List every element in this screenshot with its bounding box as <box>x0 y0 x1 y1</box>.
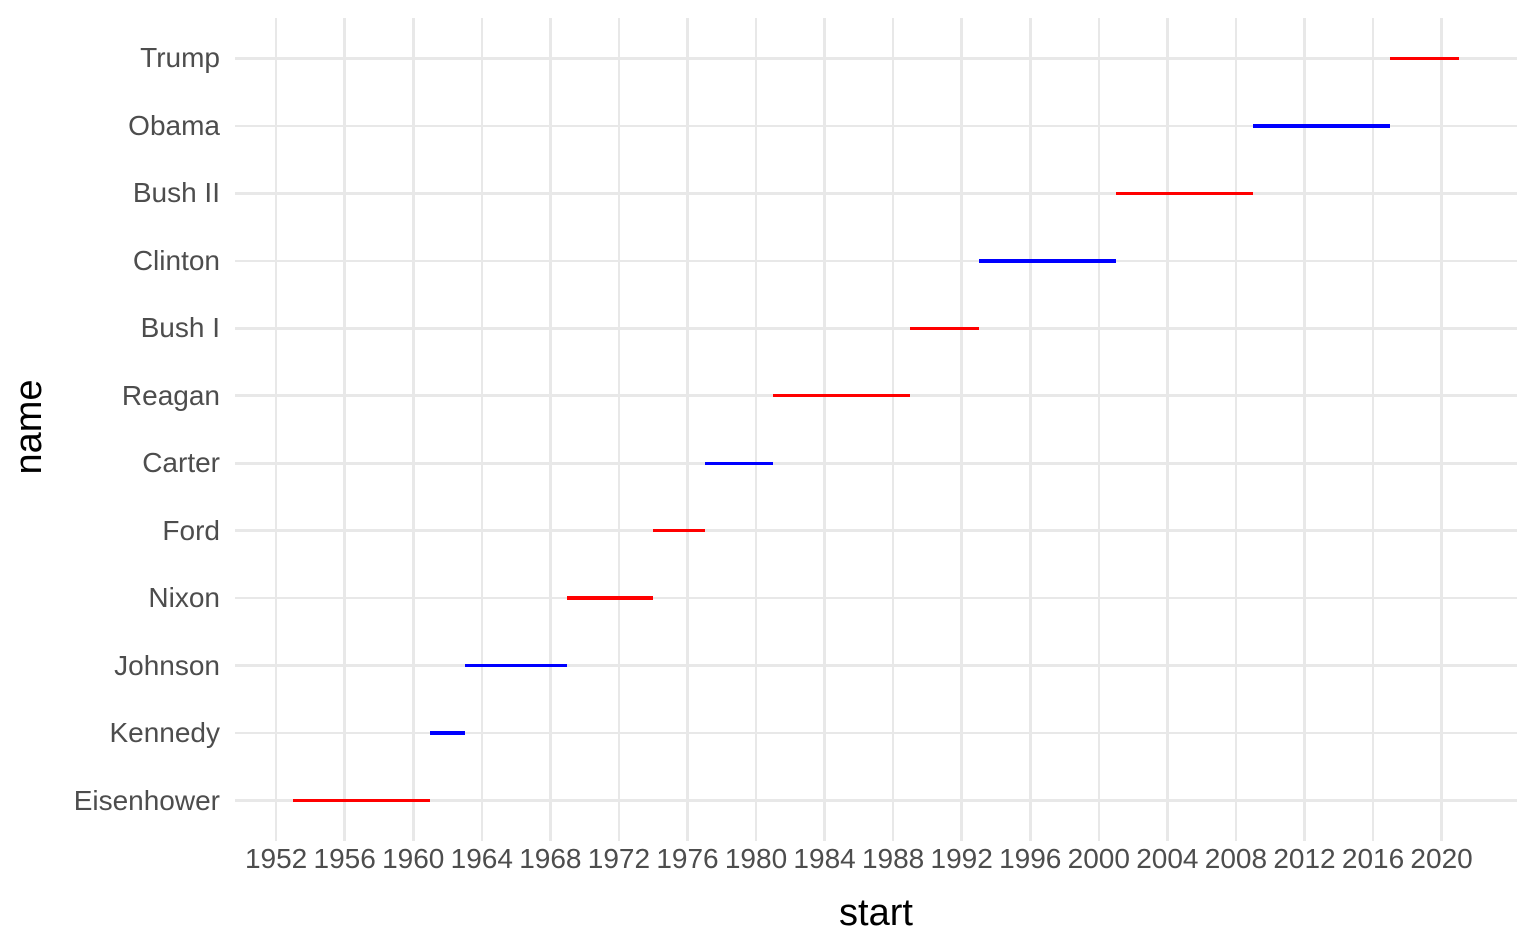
x-gridline-2004 <box>1166 18 1169 841</box>
term-segment-ford <box>653 528 705 533</box>
y-category-label-bush-i: Bush I <box>140 312 220 344</box>
y-category-label-ford: Ford <box>162 514 220 546</box>
y-category-label-reagan: Reagan <box>121 379 220 411</box>
x-tick-label-2012: 2012 <box>1273 843 1336 874</box>
x-gridline-2016 <box>1371 18 1375 841</box>
y-gridline-carter <box>235 461 1517 465</box>
x-tick-label-2004: 2004 <box>1136 843 1199 874</box>
x-tick-label-1976: 1976 <box>656 843 719 874</box>
x-tick-label-1984: 1984 <box>793 843 856 874</box>
y-gridline-nixon <box>235 596 1517 600</box>
x-gridline-2020 <box>1440 18 1443 841</box>
x-gridline-1956 <box>343 18 346 841</box>
y-category-label-nixon: Nixon <box>148 582 220 614</box>
y-gridline-obama <box>235 124 1517 128</box>
term-segment-reagan <box>773 394 911 398</box>
x-tick-label-2020: 2020 <box>1410 843 1473 874</box>
y-axis-title: name <box>8 379 50 475</box>
x-gridline-1996 <box>1028 18 1032 841</box>
x-gridline-2000 <box>1097 18 1101 841</box>
x-gridline-1984 <box>823 18 826 841</box>
x-tick-label-1968: 1968 <box>519 843 582 874</box>
term-segment-obama <box>1253 124 1391 128</box>
y-category-label-kennedy: Kennedy <box>109 717 220 749</box>
x-tick-label-1996: 1996 <box>999 843 1062 874</box>
term-segment-kennedy <box>430 731 465 735</box>
x-gridline-1960 <box>411 18 415 841</box>
y-gridline-johnson <box>235 664 1517 667</box>
y-gridline-ford <box>235 529 1517 532</box>
term-segment-bush-ii <box>1115 191 1254 196</box>
x-gridline-1976 <box>686 18 689 841</box>
y-category-label-bush-ii: Bush II <box>132 177 220 209</box>
y-gridline-eisenhower <box>235 799 1517 802</box>
x-gridline-1968 <box>549 18 552 841</box>
x-gridline-1964 <box>480 18 484 841</box>
y-gridline-kennedy <box>235 731 1517 735</box>
y-category-label-eisenhower: Eisenhower <box>73 784 220 816</box>
x-tick-label-1960: 1960 <box>382 843 445 874</box>
y-gridline-trump <box>235 57 1517 60</box>
x-axis-title: start <box>839 892 913 934</box>
term-segment-nixon <box>567 596 654 600</box>
x-gridline-2008 <box>1234 18 1238 841</box>
x-tick-label-2000: 2000 <box>1067 843 1130 874</box>
x-gridline-1980 <box>754 18 758 841</box>
x-tick-label-1972: 1972 <box>587 843 651 874</box>
y-gridline-bush-ii <box>235 192 1517 195</box>
term-segment-clinton <box>978 259 1116 263</box>
plot-panel <box>235 18 1517 841</box>
x-gridline-1992 <box>960 18 963 841</box>
x-tick-label-1980: 1980 <box>724 843 788 874</box>
y-category-label-johnson: Johnson <box>114 649 220 681</box>
y-category-label-clinton: Clinton <box>132 244 220 276</box>
x-tick-label-1956: 1956 <box>313 843 376 874</box>
x-tick-label-2008: 2008 <box>1204 843 1268 874</box>
term-segment-trump <box>1390 56 1459 61</box>
term-segment-eisenhower <box>293 798 431 803</box>
x-tick-label-2016: 2016 <box>1341 843 1405 874</box>
y-gridline-clinton <box>235 259 1517 263</box>
term-segment-carter <box>704 461 774 465</box>
x-gridline-1952 <box>274 18 278 841</box>
x-tick-label-1988: 1988 <box>861 843 925 874</box>
y-gridline-bush-i <box>235 327 1517 330</box>
y-category-label-trump: Trump <box>140 42 220 74</box>
x-tick-label-1952: 1952 <box>244 843 308 874</box>
y-category-label-carter: Carter <box>142 447 220 479</box>
term-segment-johnson <box>464 663 568 668</box>
x-gridline-2012 <box>1303 18 1306 841</box>
term-segment-bush-i <box>910 326 979 330</box>
x-tick-label-1992: 1992 <box>930 843 993 874</box>
y-category-label-obama: Obama <box>128 109 220 141</box>
x-tick-label-1964: 1964 <box>450 843 513 874</box>
x-gridline-1988 <box>891 18 895 841</box>
x-gridline-1972 <box>617 18 621 841</box>
